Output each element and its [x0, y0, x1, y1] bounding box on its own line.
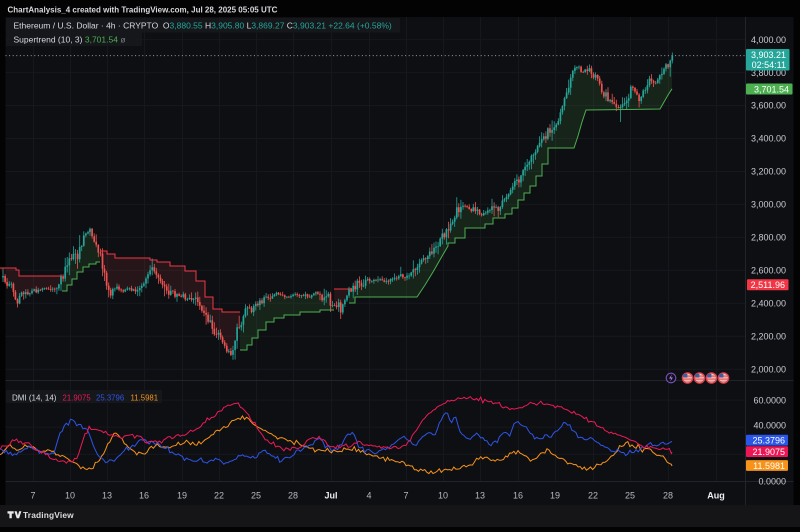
svg-text:3,600.00: 3,600.00	[751, 101, 786, 111]
svg-text:22: 22	[588, 490, 598, 500]
svg-text:2,400.00: 2,400.00	[751, 299, 786, 309]
svg-text:11.5981: 11.5981	[753, 461, 785, 471]
svg-text:Ethereum / U.S. Dollar · 4h ·: Ethereum / U.S. Dollar · 4h · CRYPTO O3,…	[14, 21, 392, 31]
svg-text:2,000.00: 2,000.00	[751, 364, 786, 374]
svg-text:0.0000: 0.0000	[758, 477, 786, 487]
svg-text:02:54:11: 02:54:11	[752, 60, 786, 70]
svg-text:22: 22	[214, 490, 224, 500]
svg-text:21.9075: 21.9075	[752, 447, 785, 457]
svg-text:Aug: Aug	[707, 490, 725, 500]
svg-text:3,800.00: 3,800.00	[751, 68, 786, 78]
svg-text:25.3796: 25.3796	[752, 436, 785, 446]
svg-text:2,200.00: 2,200.00	[751, 331, 786, 341]
svg-text:7: 7	[403, 490, 408, 500]
svg-text:4: 4	[366, 490, 371, 500]
svg-text:3,200.00: 3,200.00	[751, 167, 786, 177]
svg-text:19: 19	[550, 490, 560, 500]
svg-text:16: 16	[139, 490, 149, 500]
svg-text:7: 7	[30, 490, 35, 500]
svg-text:28: 28	[663, 490, 673, 500]
svg-text:13: 13	[102, 490, 112, 500]
svg-text:40.0000: 40.0000	[753, 420, 786, 430]
svg-text:2,600.00: 2,600.00	[751, 266, 786, 276]
svg-text:28: 28	[288, 490, 298, 500]
svg-text:2,800.00: 2,800.00	[751, 233, 786, 243]
svg-text:Supertrend (10, 3) 3,701.54 ø: Supertrend (10, 3) 3,701.54 ø	[14, 35, 126, 45]
svg-text:3,701.54: 3,701.54	[754, 84, 789, 94]
svg-text:10: 10	[438, 490, 448, 500]
svg-text:16: 16	[513, 490, 523, 500]
svg-text:19: 19	[177, 490, 187, 500]
svg-text:4,000.00: 4,000.00	[751, 35, 786, 45]
svg-text:25: 25	[625, 490, 635, 500]
svg-text:10: 10	[65, 490, 75, 500]
svg-text:25: 25	[251, 490, 261, 500]
svg-text:60.0000: 60.0000	[753, 395, 786, 405]
svg-text:3,903.21: 3,903.21	[751, 50, 786, 60]
svg-text:3,000.00: 3,000.00	[751, 200, 786, 210]
svg-text:TradingView: TradingView	[23, 510, 74, 520]
svg-text:2,511.96: 2,511.96	[751, 280, 785, 290]
svg-text:3,400.00: 3,400.00	[751, 134, 786, 144]
svg-text:Jul: Jul	[324, 490, 337, 500]
svg-text:ChartAnalysis_4 created with T: ChartAnalysis_4 created with TradingView…	[8, 6, 278, 15]
svg-text:13: 13	[475, 490, 485, 500]
